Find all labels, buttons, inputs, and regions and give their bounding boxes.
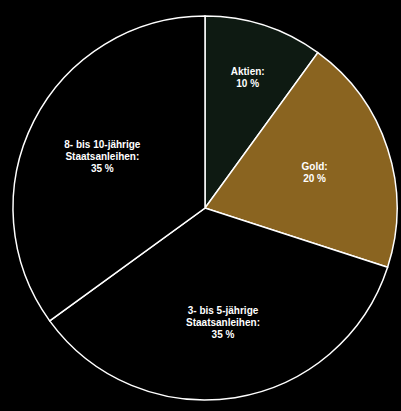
svg-text:Aktien:10 %: Aktien:10 %	[231, 65, 265, 88]
svg-text:Gold:20 %: Gold:20 %	[302, 161, 328, 184]
svg-text:3- bis 5-jährigeStaatsanleihen: 3- bis 5-jährigeStaatsanleihen:35 %	[186, 304, 260, 339]
svg-text:8- bis 10-jährigeStaatsanleihe: 8- bis 10-jährigeStaatsanleihen:35 %	[64, 138, 141, 173]
